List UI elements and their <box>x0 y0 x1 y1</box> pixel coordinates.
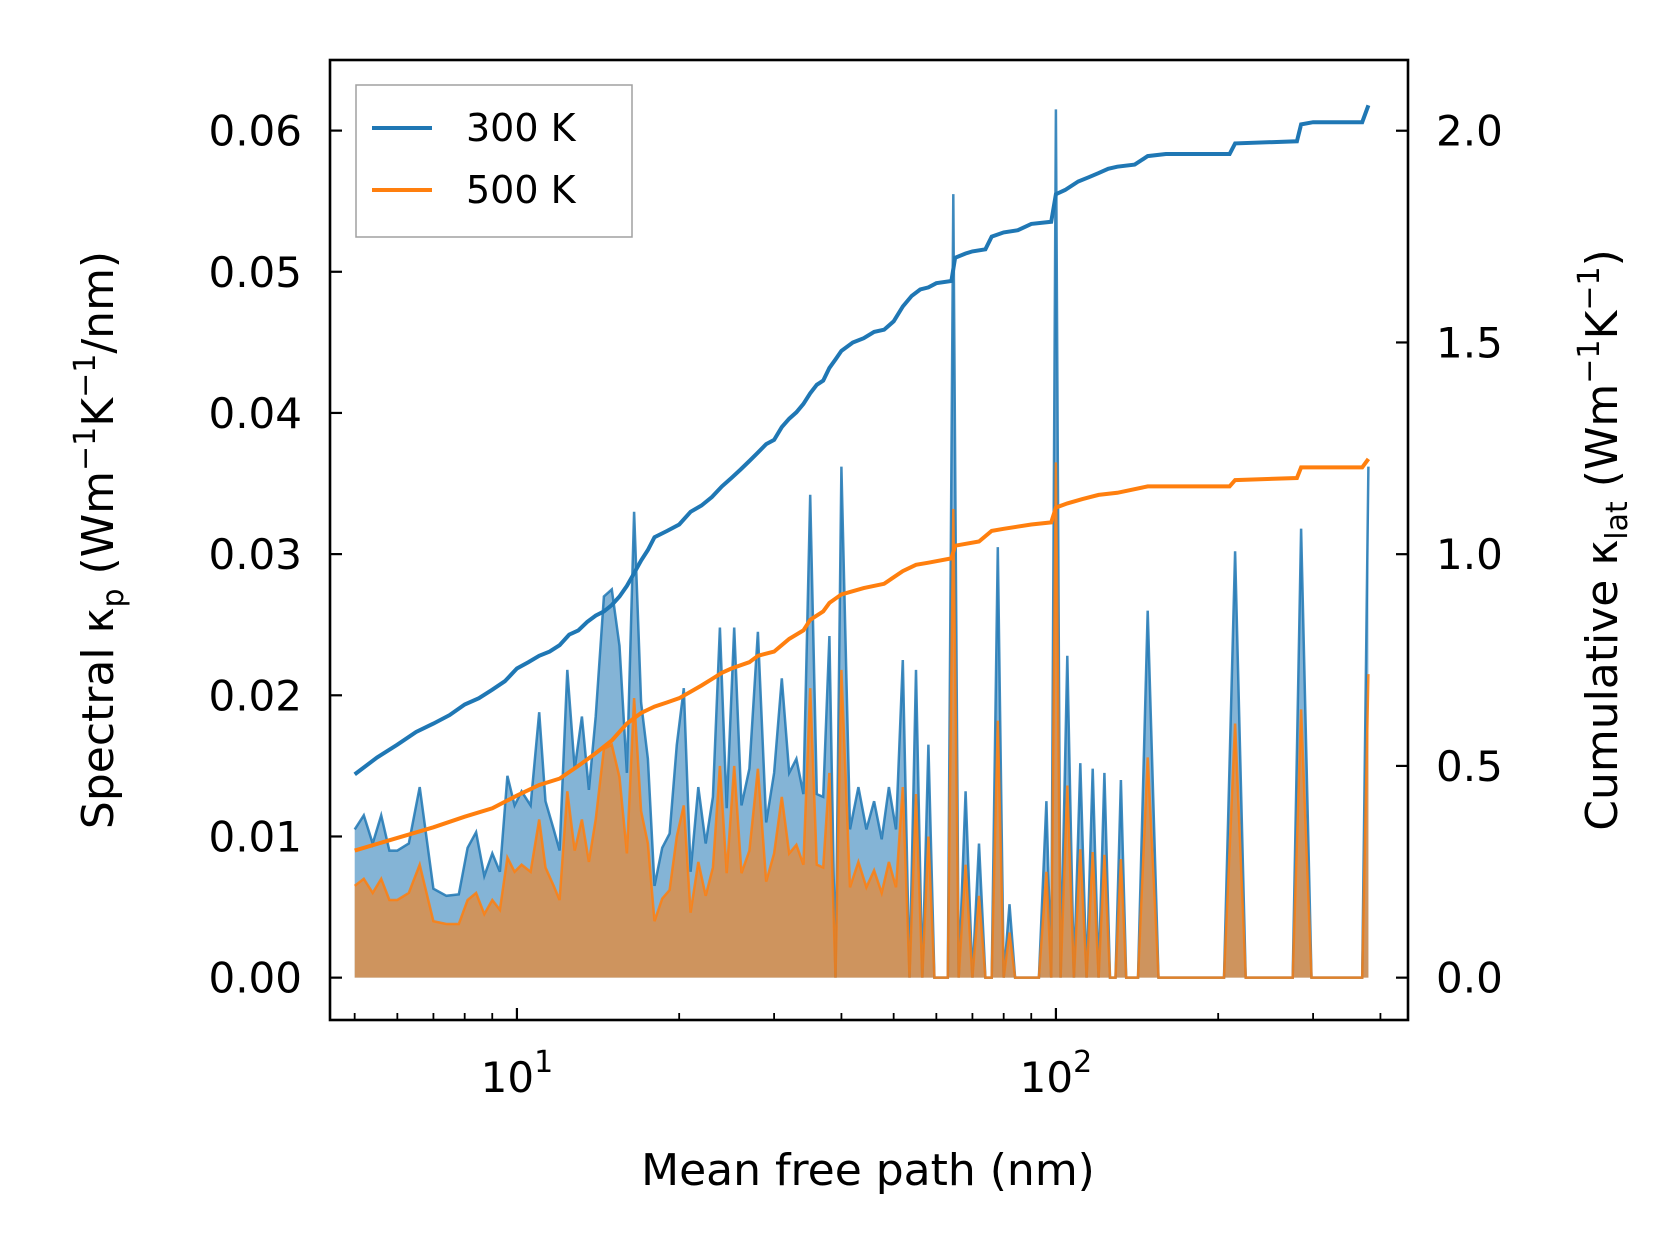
y2-axis-title-sup1: −1 <box>1572 339 1607 383</box>
y2-tick-label: 0.5 <box>1436 742 1503 791</box>
legend-label-300k: 300 K <box>466 106 577 150</box>
y-axis-title-close: /nm) <box>73 251 124 354</box>
cumulative-lines <box>353 104 1371 853</box>
spectral-fill-500k <box>354 462 1369 978</box>
legend: 300 K 500 K <box>355 84 633 238</box>
y2-tick-label: 1.5 <box>1436 318 1503 367</box>
spectral-lines <box>353 109 1370 979</box>
y2-tick-label: 2.0 <box>1436 107 1503 156</box>
cumulative-line-300k <box>353 104 1371 776</box>
axis-ticks: 0.00 0.01 0.02 0.03 0.04 0.05 0.06 0.0 0.5 1.0 1.5… <box>208 107 1502 1102</box>
plot-frame <box>328 58 1410 1022</box>
y2-axis-title: Cumulative κlat (Wm−1K−1) <box>1572 249 1635 831</box>
y2-tick-label: 1.0 <box>1436 530 1503 579</box>
y-tick-label: 0.05 <box>208 248 302 297</box>
y2-axis-title-sup2: −1 <box>1572 266 1607 310</box>
y2-axis-title-close: ) <box>1577 249 1628 266</box>
y-axis-title-sup1: −1 <box>68 427 103 471</box>
y-axis-title-mid: K <box>73 397 124 427</box>
y-axis-title-sup2: −1 <box>68 354 103 398</box>
y-axis-title-base: Spectral κ <box>73 608 124 830</box>
y-tick-label: 0.03 <box>208 530 302 579</box>
y-tick-label: 0.02 <box>208 671 302 720</box>
legend-label-500k: 500 K <box>466 168 577 212</box>
y-tick-label: 0.01 <box>208 812 302 861</box>
y-tick-label: 0.04 <box>208 389 302 438</box>
cumulative-line-500k <box>354 457 1371 853</box>
y2-axis-title-mid: K <box>1577 309 1628 339</box>
y2-tick-label: 0.0 <box>1436 954 1503 1003</box>
x-tick-label: 102 <box>1020 1045 1093 1102</box>
x-axis-title: Mean free path (nm) <box>641 1145 1095 1196</box>
y-tick-label: 0.06 <box>208 107 302 156</box>
y2-axis-title-unit: (Wm <box>1577 384 1628 502</box>
y2-axis-title-sub: lat <box>1600 501 1635 540</box>
spectral-line-500k <box>353 462 1370 979</box>
y-axis-title-sub: p <box>96 588 131 607</box>
y-axis-title-unit: (Wm <box>73 471 124 589</box>
spectral-fill-300k <box>354 109 1369 978</box>
spectral-line-300k <box>353 109 1370 979</box>
x-tick-label: 101 <box>481 1045 554 1102</box>
y2-axis-title-base: Cumulative κ <box>1577 540 1628 831</box>
spectral-fills <box>354 109 1369 978</box>
y-tick-label: 0.00 <box>208 954 302 1003</box>
y-axis-title: Spectral κp (Wm−1K−1/nm) <box>68 251 131 829</box>
legend-box <box>355 84 633 238</box>
